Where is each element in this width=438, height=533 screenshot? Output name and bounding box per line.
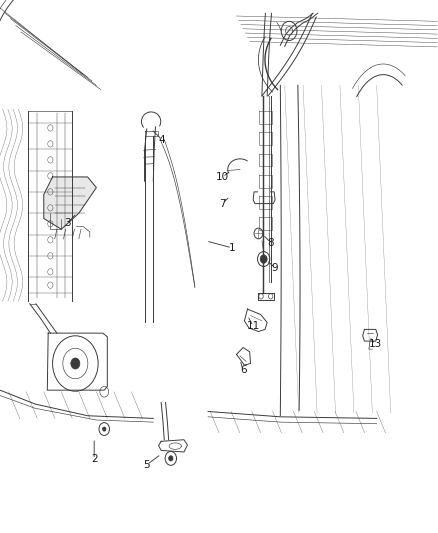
Circle shape (169, 456, 173, 461)
Text: 9: 9 (272, 263, 279, 272)
Text: 8: 8 (267, 238, 274, 247)
Text: 7: 7 (219, 199, 226, 208)
Text: 6: 6 (240, 366, 247, 375)
Circle shape (102, 427, 106, 431)
Text: 1: 1 (229, 243, 236, 253)
Circle shape (71, 358, 80, 369)
Text: 10: 10 (216, 172, 229, 182)
Text: 13: 13 (369, 339, 382, 349)
Polygon shape (44, 177, 96, 229)
Text: 5: 5 (143, 460, 150, 470)
Text: 2: 2 (91, 455, 98, 464)
Text: 11: 11 (247, 321, 260, 331)
Text: 4: 4 (159, 135, 166, 144)
Text: 3: 3 (64, 218, 71, 228)
Circle shape (260, 255, 267, 263)
